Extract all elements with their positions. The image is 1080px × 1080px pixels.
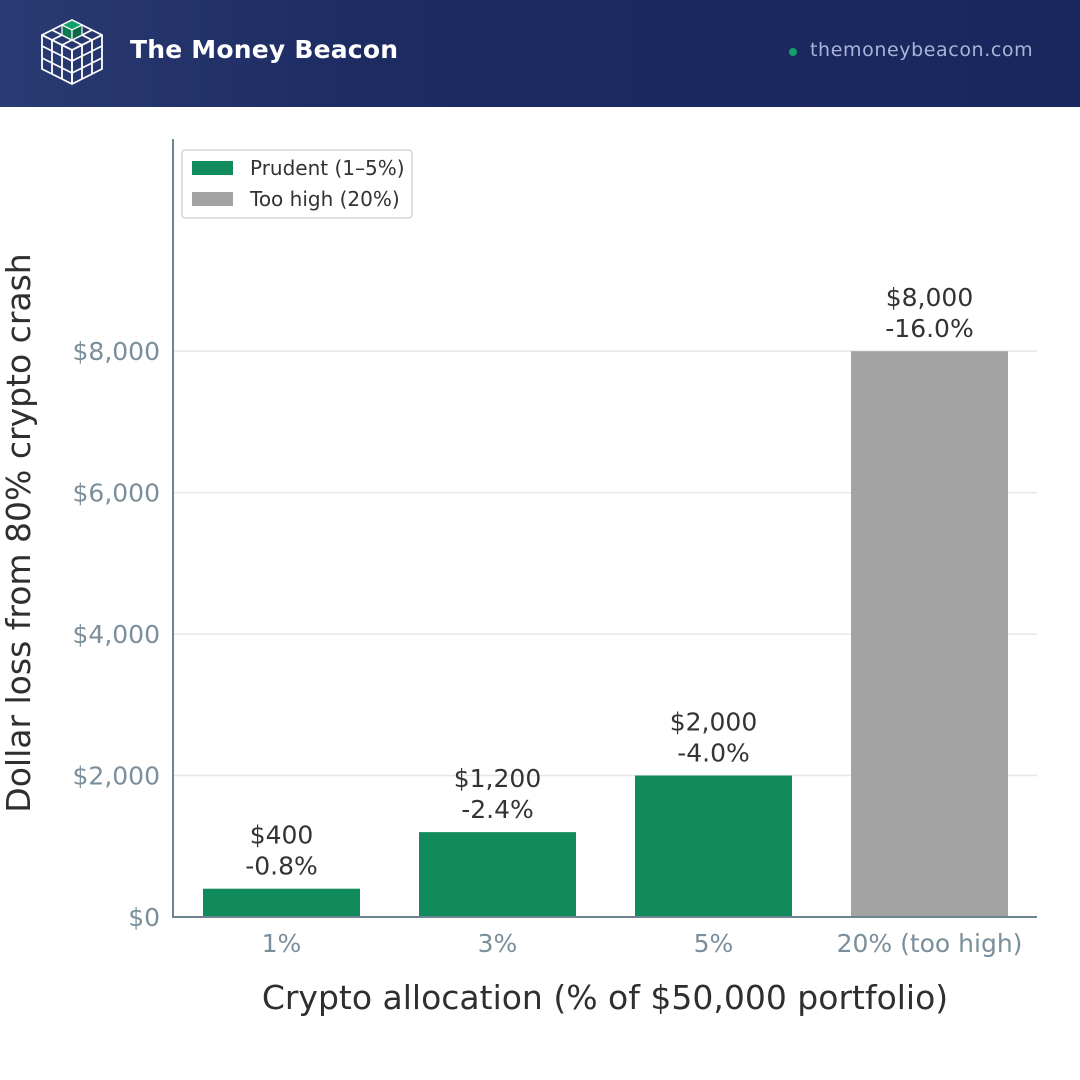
bar-percent-label: -2.4% (461, 795, 534, 824)
x-axis-title: Crypto allocation (% of $50,000 portfoli… (262, 978, 948, 1017)
bar-percent-label: -16.0% (885, 314, 973, 343)
x-tick-label: 3% (478, 929, 518, 958)
bar-value-label: $400 (250, 821, 314, 850)
y-axis-title: Dollar loss from 80% crypto crash (0, 253, 38, 812)
brand-name: The Money Beacon (130, 35, 399, 64)
legend: Prudent (1–5%) Too high (20%) (181, 149, 413, 219)
header-banner: The Money Beacon themoneybeacon.com (0, 0, 1080, 107)
site-url: themoneybeacon.com (810, 39, 1034, 61)
y-tick-label: $2,000 (73, 762, 160, 791)
bar-value-label: $8,000 (886, 283, 973, 312)
x-tick-label: 5% (694, 929, 734, 958)
bar-percent-label: -4.0% (677, 739, 750, 768)
legend-label: Prudent (1–5%) (250, 156, 405, 180)
legend-swatch (192, 161, 233, 175)
bar-percent-label: -0.8% (245, 852, 318, 881)
x-tick-label: 20% (too high) (837, 929, 1023, 958)
legend-label: Too high (20%) (249, 187, 400, 211)
bar-value-label: $2,000 (670, 708, 757, 737)
status-dot (789, 48, 797, 56)
y-tick-label: $4,000 (73, 620, 160, 649)
bar-value-label: $1,200 (454, 764, 541, 793)
bar (635, 775, 792, 917)
bar (419, 832, 576, 917)
bar (203, 888, 360, 917)
y-tick-label: $8,000 (73, 337, 160, 366)
legend-box (181, 149, 413, 219)
cube-grid-icon (41, 19, 103, 85)
bar (851, 351, 1008, 917)
legend-swatch (192, 192, 233, 206)
x-tick-label: 1% (262, 929, 302, 958)
y-tick-label: $0 (128, 903, 160, 932)
y-tick-label: $6,000 (73, 479, 160, 508)
bar-chart: $0 $2,000 $4,000 $6,000 $8,000 1% 3% 5% 20% (to… (0, 139, 1037, 1017)
